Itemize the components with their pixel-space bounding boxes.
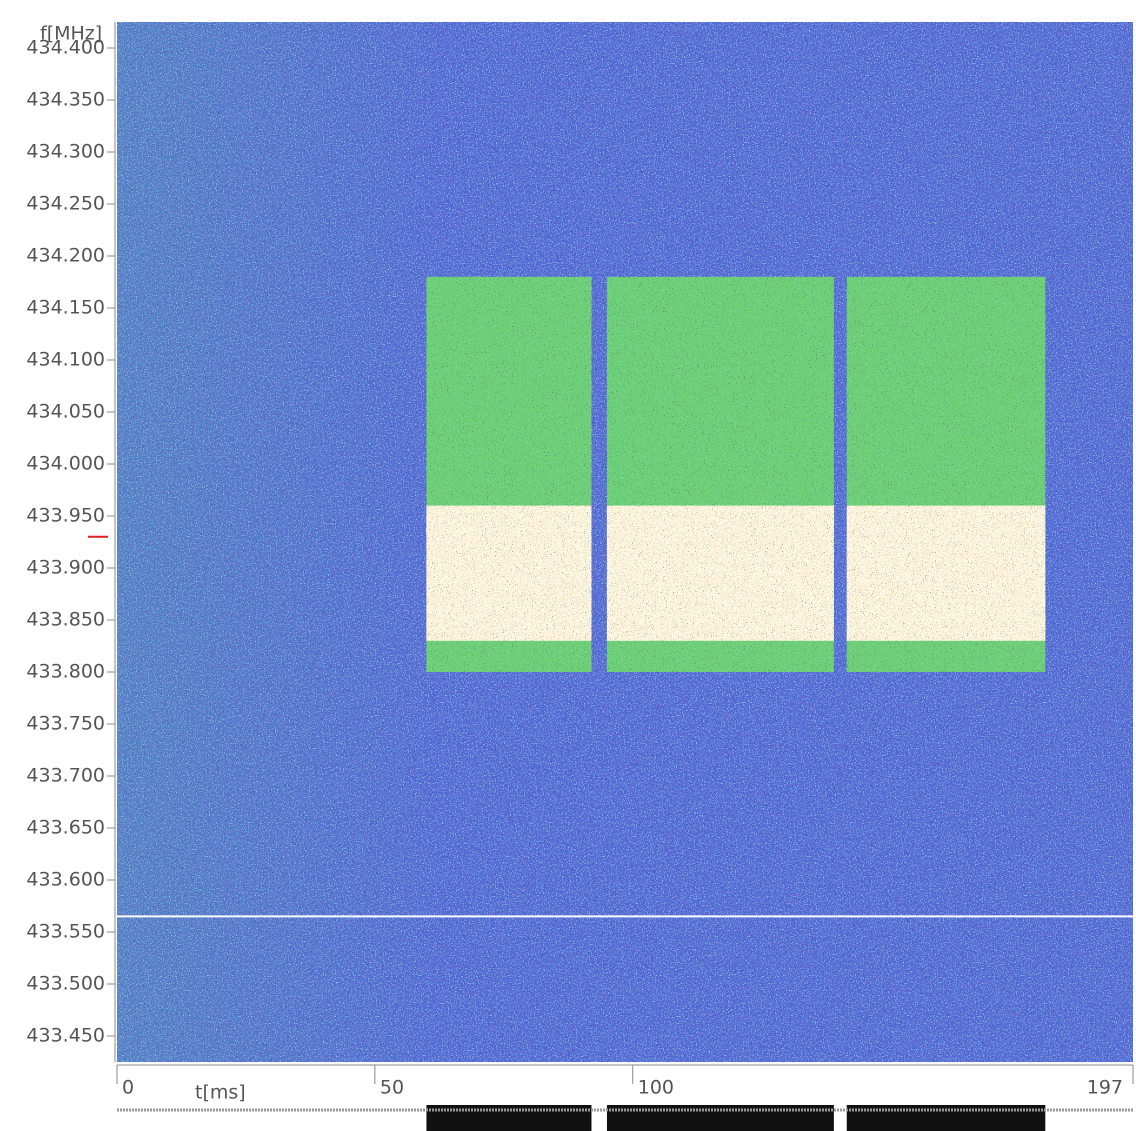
y-axis-label: f[MHz] (40, 23, 102, 45)
y-tick-label: 433.850 (26, 609, 105, 631)
y-tick-label: 433.500 (26, 973, 105, 995)
y-tick-label: 433.800 (26, 661, 105, 683)
y-tick-label: 433.700 (26, 765, 105, 787)
y-tick-label: 434.150 (26, 297, 105, 319)
x-tick-label: 197 (1087, 1077, 1123, 1099)
y-tick-label: 433.750 (26, 713, 105, 735)
y-tick-label: 434.300 (26, 141, 105, 163)
noise-dark (117, 22, 1133, 1062)
y-tick-label: 434.250 (26, 193, 105, 215)
plot-area (117, 22, 1133, 1131)
x-axis-label: t[ms] (195, 1082, 246, 1104)
y-tick-label: 433.600 (26, 869, 105, 891)
y-tick-label: 433.650 (26, 817, 105, 839)
y-tick-label: 434.400 (26, 37, 105, 59)
x-tick-label: 50 (380, 1077, 404, 1099)
y-tick-label: 434.050 (26, 401, 105, 423)
y-tick-label: 433.950 (26, 505, 105, 527)
axes: f[MHz] t[ms] 434.400 434.350 434.300 434.25… (26, 22, 1134, 1112)
y-tick-label: 434.200 (26, 245, 105, 267)
y-tick-label: 434.000 (26, 453, 105, 475)
y-tick-label: 434.100 (26, 349, 105, 371)
y-tick-label: 433.450 (26, 1025, 105, 1047)
x-tick-label: 0 (122, 1077, 134, 1099)
y-tick-label: 434.350 (26, 89, 105, 111)
x-tick-label: 100 (638, 1077, 674, 1099)
y-tick-label: 433.900 (26, 557, 105, 579)
y-tick-label: 433.550 (26, 921, 105, 943)
